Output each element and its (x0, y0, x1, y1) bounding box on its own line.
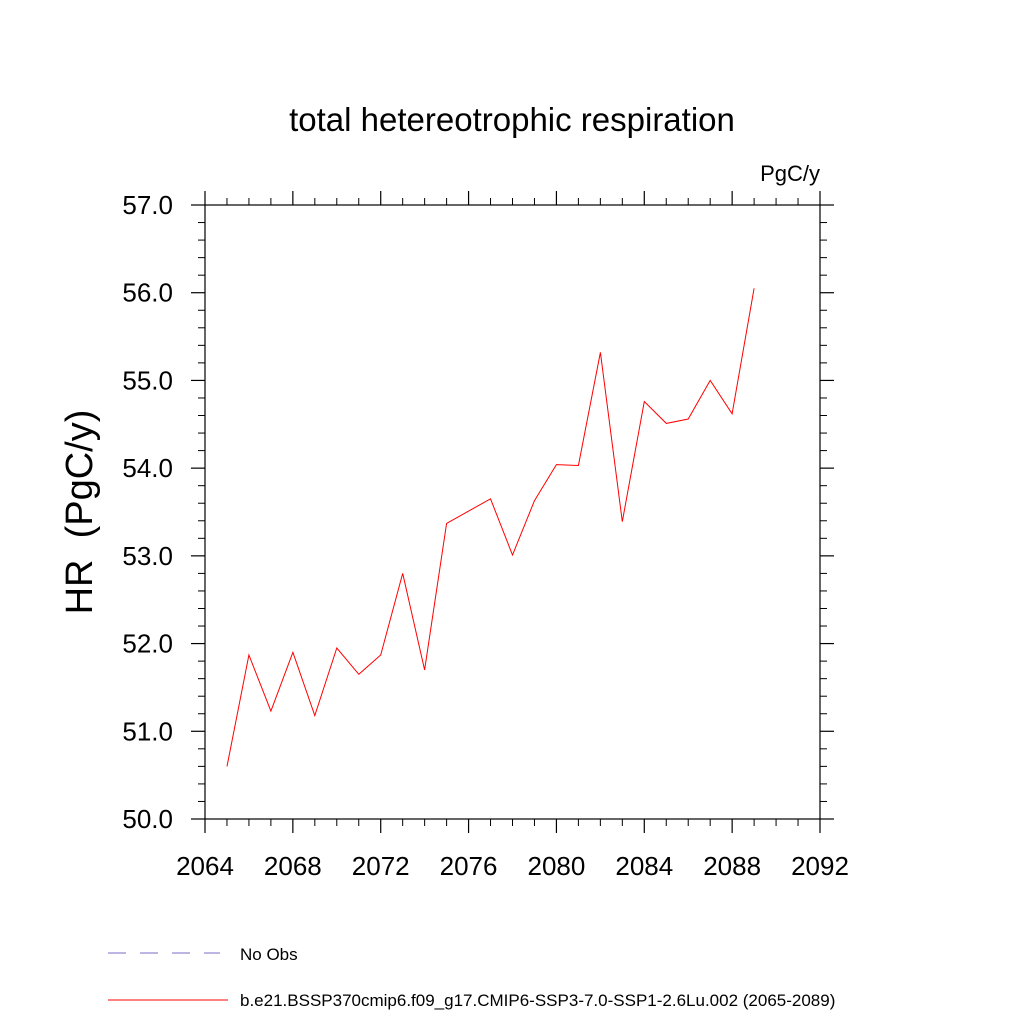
x-tick-labels: 2064 2068 2072 2076 2080 2084 2088 2092 (176, 851, 849, 881)
y-tick-label: 50.0 (122, 804, 173, 834)
x-tick-label: 2076 (440, 851, 498, 881)
y-tick-label: 51.0 (122, 716, 173, 746)
legend: No Obs b.e21.BSSP370cmip6.f09_g17.CMIP6-… (108, 945, 835, 1010)
axis-ticks (191, 191, 834, 833)
x-tick-label: 2088 (703, 851, 761, 881)
y-tick-label: 57.0 (122, 190, 173, 220)
y-tick-label: 55.0 (122, 365, 173, 395)
chart-title: total hetereotrophic respiration (289, 101, 735, 138)
x-tick-label: 2080 (528, 851, 586, 881)
legend-label-model-run: b.e21.BSSP370cmip6.f09_g17.CMIP6-SSP3-7.… (240, 991, 835, 1010)
y-tick-label: 54.0 (122, 453, 173, 483)
x-tick-label: 2064 (176, 851, 234, 881)
units-label: PgC/y (760, 161, 820, 186)
x-tick-label: 2072 (352, 851, 410, 881)
y-tick-label: 56.0 (122, 278, 173, 308)
x-tick-label: 2068 (264, 851, 322, 881)
y-tick-label: 53.0 (122, 541, 173, 571)
series-line-0 (226, 288, 755, 767)
y-axis-label: HR (PgC/y) (59, 410, 101, 615)
series-lines (226, 288, 755, 767)
plot-frame (204, 204, 821, 820)
x-tick-label: 2092 (791, 851, 849, 881)
y-tick-label: 52.0 (122, 629, 173, 659)
y-tick-labels: 50.0 51.0 52.0 53.0 54.0 55.0 56.0 57.0 (122, 190, 173, 834)
legend-label-no-obs: No Obs (240, 945, 298, 964)
x-tick-label: 2084 (615, 851, 673, 881)
